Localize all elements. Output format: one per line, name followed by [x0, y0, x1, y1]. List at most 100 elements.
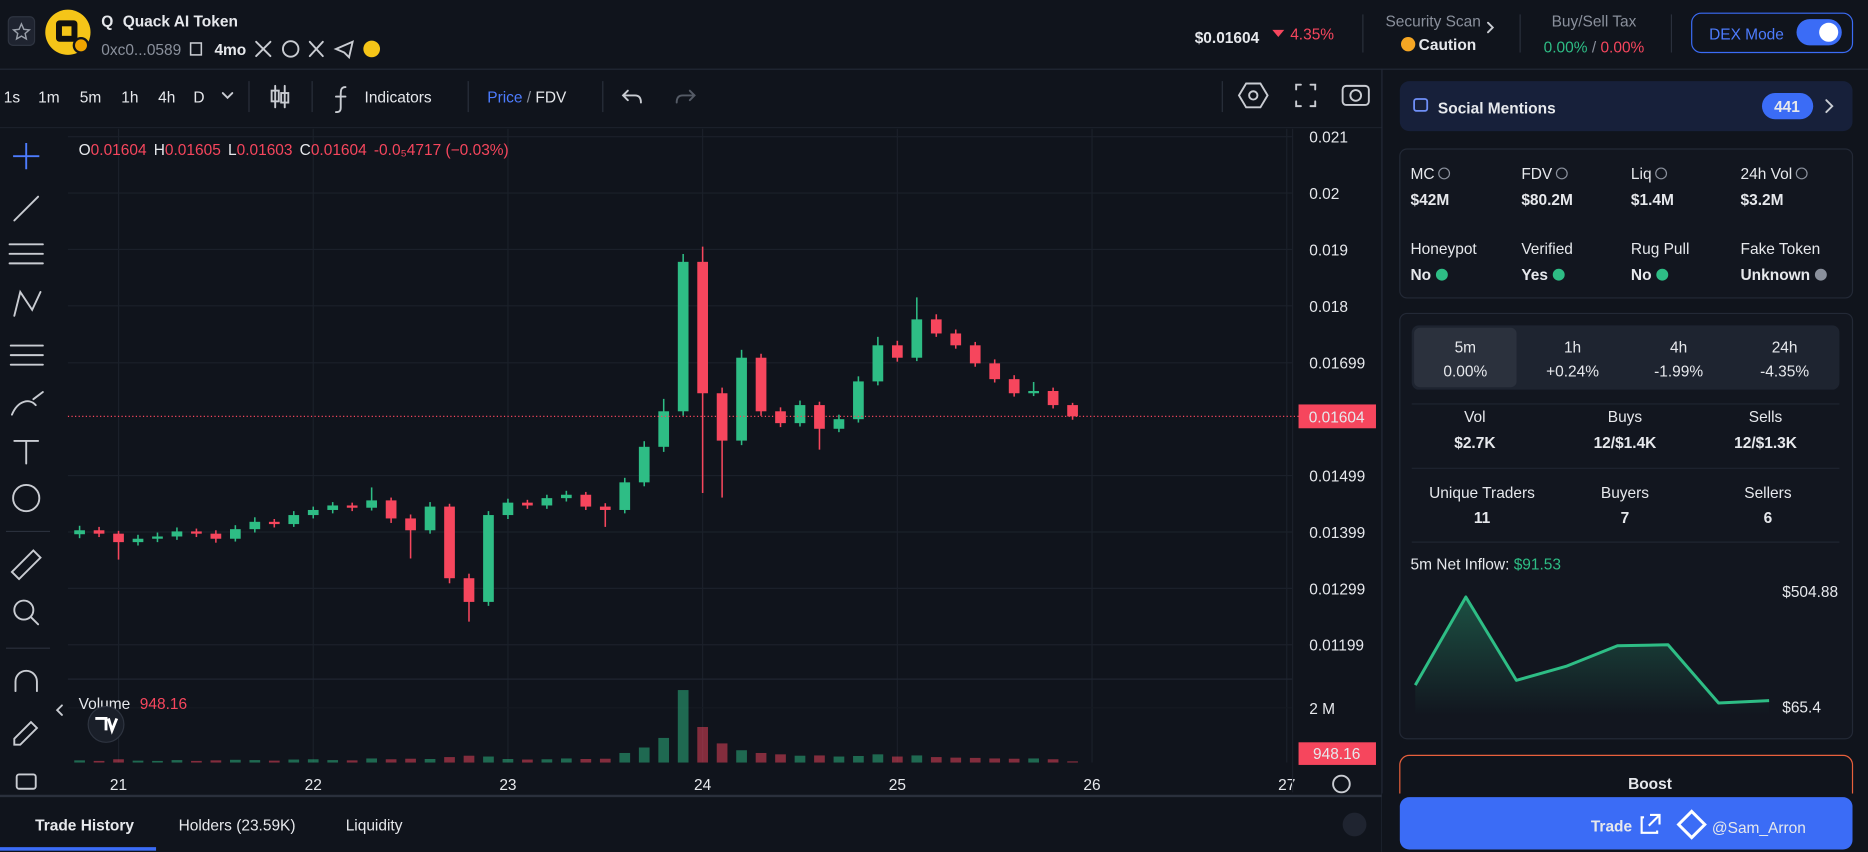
star-icon	[11, 22, 32, 41]
interval-button[interactable]: 4h	[158, 90, 175, 107]
candle-body	[891, 345, 903, 358]
candle-body	[736, 357, 747, 441]
interval-button[interactable]: 5m	[80, 90, 102, 107]
volume-bar	[736, 750, 747, 763]
undo-icon[interactable]	[621, 89, 642, 104]
info-icon	[1555, 167, 1568, 180]
volume-bar	[599, 758, 611, 763]
info-icon	[1438, 167, 1451, 180]
candle-body	[950, 333, 962, 346]
telegram-icon[interactable]	[333, 40, 354, 60]
draw-lock-tool[interactable]	[13, 720, 39, 746]
period-label[interactable]: 24h	[1772, 340, 1798, 357]
period-label[interactable]: 5m	[1455, 340, 1477, 357]
volume-bar	[833, 756, 845, 763]
y-tick-label: 0.018	[1309, 299, 1348, 316]
check-label: Rug Pull	[1631, 241, 1689, 258]
candle-body	[969, 345, 981, 364]
fib-tool[interactable]	[8, 243, 44, 265]
website-icon[interactable]	[281, 40, 300, 58]
volume-bar	[210, 760, 222, 763]
candle-body	[113, 533, 124, 543]
emoji-tool[interactable]	[12, 484, 41, 513]
y-tick-label: 0.019	[1309, 242, 1348, 259]
social-card[interactable]	[1399, 81, 1853, 132]
price: $0.01604	[1195, 30, 1260, 47]
volume-bar	[969, 757, 981, 763]
volume-bar	[152, 760, 163, 763]
metric-label: Liq	[1631, 166, 1652, 183]
candle-body	[424, 506, 436, 531]
fullscreen-icon[interactable]	[1295, 83, 1317, 108]
volume-bar	[580, 758, 592, 763]
share-button[interactable]	[1342, 812, 1367, 837]
ohlc-key: O	[79, 142, 91, 159]
interval-button[interactable]: 1h	[121, 90, 138, 107]
volume-bar	[366, 758, 377, 763]
text-tool[interactable]	[13, 439, 40, 465]
check-icon	[1552, 268, 1565, 281]
zoom-tool[interactable]	[13, 599, 35, 621]
candle-body	[1008, 379, 1020, 394]
twitter-icon[interactable]	[308, 40, 324, 58]
magnet-tool[interactable]	[14, 669, 38, 693]
volume-bar	[619, 752, 631, 763]
period-change: 0.00%	[1443, 364, 1487, 381]
inflow-label: 5m Net Inflow:	[1411, 557, 1514, 574]
volume-bar	[911, 755, 923, 763]
candle-body	[775, 411, 786, 424]
dex-mode-button[interactable]	[1691, 12, 1854, 54]
ohlc-value: 0.01603	[237, 142, 293, 159]
candle-body	[463, 578, 475, 602]
candle-body	[989, 363, 1001, 380]
favorite-button[interactable]	[7, 16, 36, 46]
volume-bar	[463, 755, 475, 763]
sell-tax: 0.00%	[1600, 40, 1644, 57]
camera-icon[interactable]	[1341, 84, 1370, 106]
price-fdv-toggle[interactable]: Price / FDV	[487, 90, 567, 107]
trader-label: Buyers	[1601, 485, 1649, 502]
candle-body	[599, 506, 611, 510]
pattern-tool[interactable]	[13, 289, 42, 317]
collapse-toolbar[interactable]	[55, 704, 63, 716]
crosshair-tool[interactable]	[13, 143, 40, 170]
candle-body	[268, 521, 280, 525]
net-inflow: 5m Net Inflow: $91.53	[1411, 557, 1562, 574]
volume-bar	[444, 757, 455, 763]
tab[interactable]: Liquidity	[346, 817, 403, 834]
y-tick-label: 0.01399	[1309, 525, 1365, 542]
tab[interactable]: Trade History	[35, 817, 134, 834]
stat-label: Sells	[1749, 409, 1783, 426]
x-tick-label: 23	[499, 777, 516, 794]
x-icon[interactable]	[255, 40, 272, 58]
candle-body	[638, 446, 650, 483]
copy-icon[interactable]	[189, 42, 203, 56]
axis-settings[interactable]	[1332, 774, 1351, 794]
trade-button[interactable]	[1399, 797, 1853, 850]
indicators-button[interactable]: Indicators	[365, 90, 432, 107]
volume-bar	[132, 760, 144, 763]
volume-bar	[93, 760, 105, 763]
active-period	[1414, 327, 1517, 388]
check-icon	[1656, 268, 1669, 281]
interval-button[interactable]: D	[193, 90, 204, 107]
candle-body	[794, 405, 806, 424]
candle-body	[288, 515, 300, 525]
trendline-tool[interactable]	[13, 195, 40, 222]
forecast-tool[interactable]	[9, 344, 44, 366]
trader-value: 7	[1621, 510, 1630, 527]
separator: /	[523, 90, 536, 107]
period-label[interactable]: 4h	[1670, 340, 1687, 357]
settings-icon[interactable]	[1237, 82, 1269, 109]
lock-tool[interactable]	[15, 773, 37, 790]
interval-button[interactable]: 1m	[38, 90, 60, 107]
period-label[interactable]: 1h	[1564, 340, 1581, 357]
brush-tool[interactable]	[10, 391, 44, 416]
check-label: Honeypot	[1411, 241, 1478, 258]
ruler-tool[interactable]	[10, 549, 42, 581]
interval-button[interactable]: 1s	[4, 90, 21, 107]
mention-icon[interactable]	[363, 40, 381, 58]
tab[interactable]: Holders (23.59K)	[179, 817, 296, 834]
ohlc-key: H	[154, 142, 165, 159]
check-value: Yes	[1521, 267, 1548, 284]
